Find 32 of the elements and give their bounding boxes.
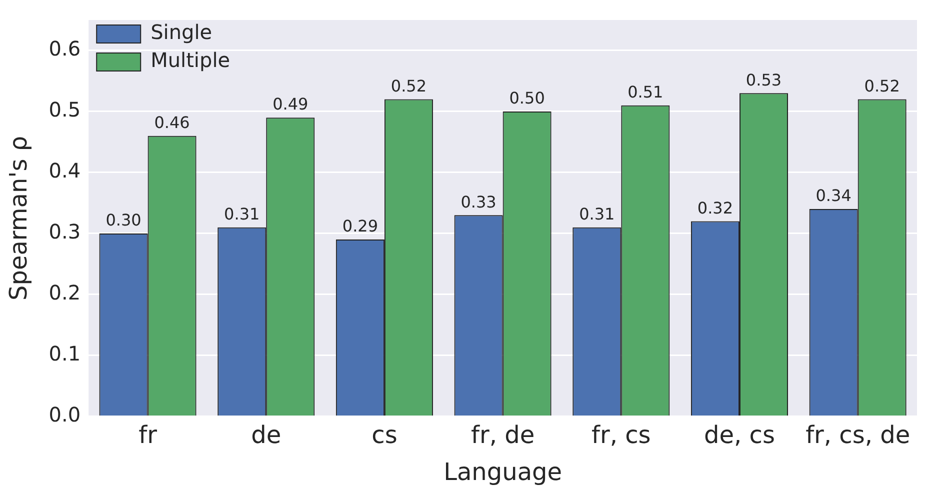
x-tick-label: de [251,421,282,450]
x-tick-label: fr, cs [592,421,651,450]
y-tick-label: 0.6 [48,36,81,61]
y-tick-label: 0.5 [48,98,81,122]
x-axis-title: Language [444,458,562,486]
data-label: 0.33 [460,192,496,212]
data-label: 0.52 [864,76,900,96]
data-label: 0.29 [342,216,378,236]
data-label: 0.34 [816,186,852,206]
x-tick-label: fr, cs, de [806,421,910,450]
data-label: 0.52 [390,76,427,96]
data-label: 0.31 [224,204,260,224]
data-label: 0.49 [272,94,308,114]
x-tick-label: fr, de [471,421,535,450]
data-label: 0.46 [154,113,190,132]
data-label: 0.53 [746,70,782,90]
x-tick-label: fr [138,421,158,450]
legend-label: Multiple [150,48,230,72]
y-tick-label: 0.3 [48,220,81,244]
data-label: 0.30 [106,210,142,230]
data-label: 0.32 [697,198,734,218]
data-label: 0.51 [628,82,664,102]
legend-label: Single [150,20,212,44]
x-tick-label: cs [372,421,398,450]
y-tick-label: 0.2 [48,280,81,305]
y-tick-label: 0.0 [48,402,81,427]
data-label: 0.50 [509,88,545,108]
y-tick-label: 0.1 [48,342,81,366]
y-tick-label: 0.4 [48,158,81,183]
data-label: 0.31 [579,204,615,224]
x-tick-label: de, cs [704,421,775,450]
y-axis-title: Spearman's ρ [4,136,33,301]
